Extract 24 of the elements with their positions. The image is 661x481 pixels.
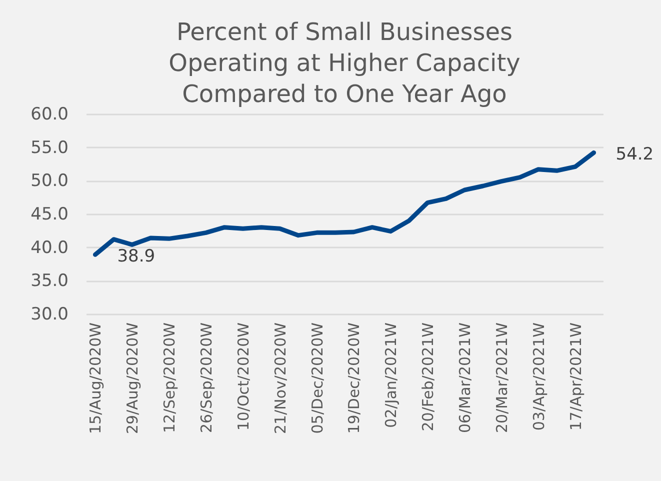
y-tick-label: 45.0 <box>30 204 68 224</box>
x-tick-label: 10/Oct/2020W <box>234 322 252 431</box>
y-tick-label: 55.0 <box>30 138 68 158</box>
x-tick-label: 12/Sep/2020W <box>160 322 179 433</box>
y-tick-label: 35.0 <box>30 271 68 292</box>
x-tick-label: 02/Jan/2021W <box>382 322 400 428</box>
x-tick-label: 19/Dec/2020W <box>345 322 364 434</box>
x-tick-label: 17/Apr/2021W <box>566 322 585 431</box>
x-tick-label: 20/Feb/2021W <box>419 322 438 432</box>
data-label: 38.9 <box>117 246 156 267</box>
y-tick-label: 30.0 <box>30 304 68 324</box>
x-tick-label: 15/Aug/2020W <box>86 322 105 434</box>
x-tick-label: 03/Apr/2021W <box>530 322 548 431</box>
x-tick-label: 06/Mar/2021W <box>456 322 474 434</box>
x-tick-label: 20/Mar/2021W <box>492 322 511 434</box>
y-tick-label: 50.0 <box>30 171 68 192</box>
x-tick-label: 05/Dec/2020W <box>308 322 326 434</box>
x-tick-label: 26/Sep/2020W <box>198 322 216 433</box>
x-tick-label: 21/Nov/2020W <box>271 322 290 434</box>
y-tick-label: 40.0 <box>30 238 68 258</box>
chart-title: Percent of Small Businesses Operating at Higher Capacity Compared to One Year Ago <box>168 18 520 108</box>
x-tick-label: 29/Aug/2020W <box>124 322 142 434</box>
y-tick-label: 60.0 <box>30 104 68 124</box>
data-label: 54.2 <box>616 144 654 165</box>
